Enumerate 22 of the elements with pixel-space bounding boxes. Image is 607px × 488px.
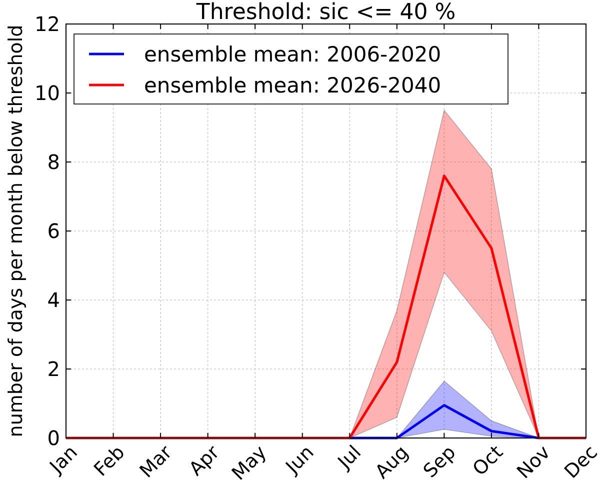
x-tick-label: Nov xyxy=(512,441,555,484)
legend-label: ensemble mean: 2006-2020 xyxy=(144,42,442,66)
x-tick-label: Jul xyxy=(333,441,366,474)
chart-title: Threshold: sic <= 40 % xyxy=(195,0,456,25)
x-tick-label: Jun xyxy=(281,441,318,479)
y-tick-label: 8 xyxy=(47,150,60,174)
x-tick-label: Feb xyxy=(90,441,130,481)
y-tick-label: 6 xyxy=(47,219,60,243)
line-series xyxy=(64,174,588,440)
y-tick-label: 10 xyxy=(34,81,60,105)
legend-label: ensemble mean: 2026-2040 xyxy=(144,73,442,98)
x-tick-label: Sep xyxy=(419,441,460,482)
y-tick-label: 4 xyxy=(47,288,60,312)
x-tick-label: Aug xyxy=(371,441,413,484)
y-tick-label: 0 xyxy=(47,426,60,450)
y-tick-label: 12 xyxy=(34,12,60,36)
y-axis-title: number of days per month below threshold xyxy=(5,24,27,438)
x-tick-label: Dec xyxy=(560,441,602,483)
x-tick-label: Apr xyxy=(184,441,224,480)
y-tick-label: 2 xyxy=(47,357,60,381)
x-tick-label: Oct xyxy=(468,441,508,480)
x-tick-label: Mar xyxy=(136,441,177,482)
